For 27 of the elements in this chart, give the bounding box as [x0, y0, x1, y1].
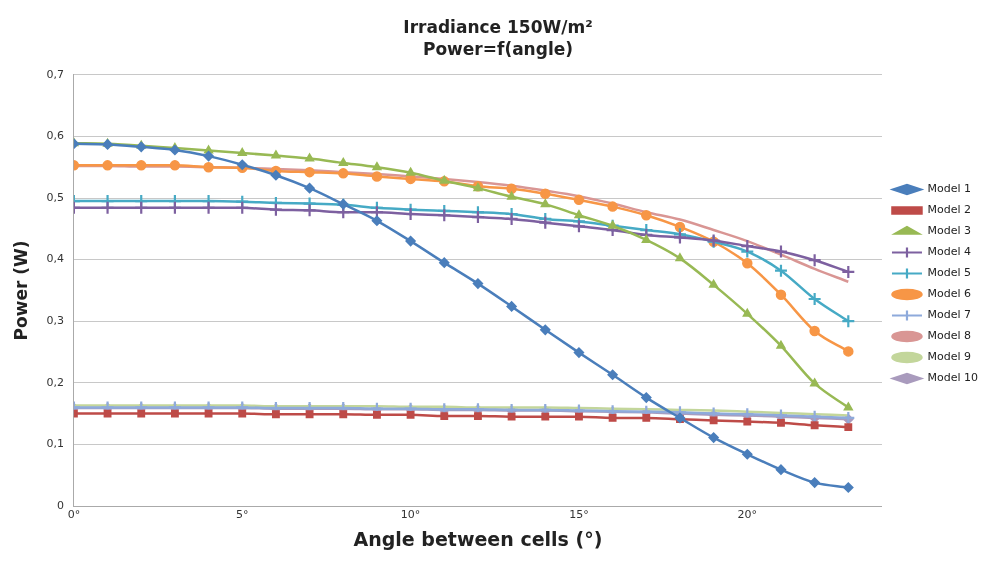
legend-label: Model 2: [927, 203, 972, 217]
x-tick-label: 20°: [737, 508, 758, 522]
x-tick-label: 0°: [67, 508, 81, 522]
y-tick-label: 0,7: [46, 67, 64, 81]
legend-label: Model 1: [927, 182, 972, 196]
y-tick-label: 0,4: [46, 252, 64, 266]
legend-label: Model 3: [927, 224, 972, 238]
legend-label: Model 6: [927, 287, 972, 301]
x-tick-label: 15°: [569, 508, 589, 522]
chart-title: Irradiance 150W/m²: [403, 16, 593, 37]
y-tick-label: 0: [56, 498, 64, 512]
legend-label: Model 8: [927, 329, 972, 343]
legend-label: Model 5: [927, 266, 972, 280]
legend-label: Model 7: [927, 308, 972, 322]
y-tick-label: 0,5: [46, 190, 64, 204]
x-tick-label: 5°: [235, 508, 249, 522]
x-tick-label: 10°: [400, 508, 421, 522]
y-tick-label: 0,3: [46, 314, 64, 328]
y-axis-title: Power (W): [10, 240, 31, 341]
x-axis-title: Angle between cells (°): [353, 527, 603, 550]
legend-label: Model 9: [927, 350, 972, 364]
y-tick-label: 0,1: [46, 437, 64, 451]
y-tick-label: 0,6: [46, 129, 64, 143]
chart-subtitle: Power=f(angle): [422, 39, 574, 60]
legend-label: Model 4: [927, 245, 972, 259]
y-tick-label: 0,2: [46, 375, 64, 389]
legend-label: Model 10: [927, 371, 979, 385]
